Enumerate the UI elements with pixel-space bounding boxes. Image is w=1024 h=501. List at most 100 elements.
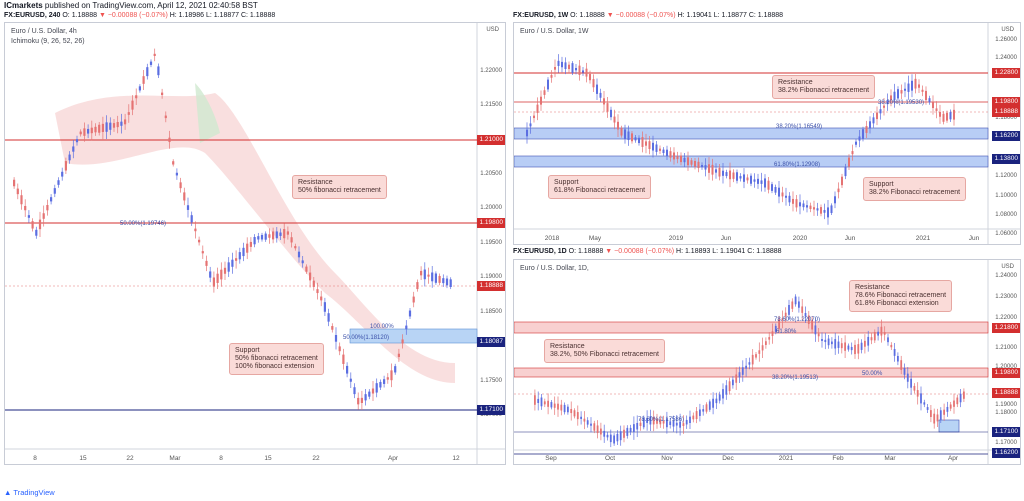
- candle-body: [689, 416, 691, 423]
- candle-body: [702, 409, 705, 412]
- candle-body: [68, 154, 71, 161]
- candle-body: [401, 339, 404, 344]
- candle-body: [764, 178, 766, 188]
- chart-pane-4h[interactable]: Euro / U.S. Dollar, 4h Ichimoku (9, 26, …: [4, 22, 506, 465]
- candle-body: [87, 128, 90, 134]
- candle-body: [855, 141, 857, 145]
- candle-body: [583, 418, 586, 422]
- y-tick: 1.17500: [480, 378, 502, 384]
- x-tick: 12: [452, 455, 460, 462]
- y-tick: 1.19000: [480, 274, 502, 280]
- candle-body: [390, 370, 393, 381]
- candle-body: [834, 196, 836, 204]
- candle-body: [606, 103, 609, 112]
- candle-body: [781, 192, 784, 197]
- candle-body: [357, 397, 360, 405]
- candle-body: [416, 282, 419, 290]
- candle-body: [272, 231, 275, 240]
- candle-body: [616, 433, 619, 442]
- tradingview-logo-text: TradingView: [13, 488, 55, 497]
- x-tick: May: [588, 235, 602, 242]
- candle-body: [540, 397, 543, 407]
- price-label-resistance-1.198: 1.19800: [477, 218, 505, 228]
- candle-body: [394, 366, 397, 373]
- chart-canvas-1d[interactable]: [514, 260, 1020, 464]
- candle-body: [575, 67, 577, 71]
- candle-body: [757, 178, 759, 184]
- candle-body: [804, 313, 807, 317]
- candle-body: [371, 388, 375, 394]
- annotation-line: Support: [235, 347, 260, 354]
- candle-body: [850, 346, 853, 351]
- chart-canvas-4h[interactable]: [5, 23, 505, 464]
- chart-canvas-1w[interactable]: [514, 23, 1020, 244]
- chart-pane-1w[interactable]: Euro / U.S. Dollar, 1W USD 1.26000 1.240…: [513, 22, 1021, 245]
- candle-body: [603, 98, 605, 105]
- candle-body: [728, 381, 731, 392]
- candle-body: [907, 83, 910, 92]
- candle-body: [172, 161, 175, 165]
- candle-body: [785, 195, 787, 198]
- left-close: C: 1.18888: [240, 12, 276, 19]
- annotation-line: Resistance: [298, 179, 333, 186]
- fib-label: 100.00%: [370, 324, 394, 330]
- candle-body: [53, 188, 56, 194]
- candle-body: [613, 116, 616, 123]
- candle-body: [682, 423, 685, 426]
- candle-body: [550, 402, 553, 408]
- candle-body: [847, 345, 850, 350]
- candle-body: [807, 315, 810, 325]
- candle-body: [589, 74, 591, 81]
- candle-body: [649, 416, 652, 425]
- publisher-name: ICmarkets: [4, 1, 43, 10]
- candle-body: [923, 402, 926, 405]
- weekly-symbol: FX:EURUSD, 1W: [513, 12, 569, 19]
- candle-body: [715, 398, 718, 404]
- candle-body: [368, 391, 371, 397]
- candle-body: [956, 397, 959, 405]
- candle-body: [227, 262, 230, 272]
- candle-body: [791, 301, 794, 309]
- candle-body: [242, 247, 245, 257]
- y-tick: 1.18000: [995, 115, 1017, 121]
- candle-body: [685, 419, 688, 425]
- candle-body: [642, 417, 645, 428]
- candle-body: [375, 383, 378, 393]
- candle-body: [662, 420, 665, 424]
- candle-body: [342, 354, 345, 364]
- candle-body: [869, 121, 871, 129]
- candle-body: [405, 325, 408, 330]
- x-tick: Jun: [720, 235, 732, 242]
- fib-label: 78.60%(1.17586): [638, 417, 685, 423]
- candle-body: [220, 269, 223, 280]
- candle-body: [561, 61, 563, 68]
- support-zone: [514, 155, 989, 168]
- candle-body: [867, 336, 870, 346]
- candle-body: [309, 272, 312, 281]
- candle-body: [606, 434, 609, 438]
- price-label-resistance-1.198: 1.19800: [992, 368, 1020, 378]
- candle-body: [841, 176, 843, 186]
- tradingview-logo[interactable]: ▲ TradingView: [4, 488, 55, 497]
- candle-body: [268, 234, 271, 238]
- chart-pane-1d[interactable]: Euro / U.S. Dollar, 1D, USD 1.24000 1.23…: [513, 259, 1021, 465]
- candle-body: [887, 337, 889, 343]
- candle-body: [599, 92, 602, 98]
- candle-body: [79, 131, 82, 135]
- candle-body: [24, 205, 27, 211]
- candle-body: [926, 407, 929, 410]
- candle-body: [865, 126, 868, 133]
- daily-low: L: 1.19041: [712, 248, 746, 255]
- candle-body: [768, 337, 771, 340]
- candle-body: [264, 233, 267, 240]
- candle-body: [879, 109, 882, 114]
- daily-close: C: 1.18888: [747, 248, 782, 255]
- candle-body: [257, 236, 260, 240]
- candle-body: [533, 115, 535, 119]
- x-tick: Mar: [169, 455, 181, 462]
- candle-body: [260, 234, 264, 240]
- candle-body: [765, 341, 767, 345]
- candle-body: [578, 65, 581, 75]
- y-tick: 1.08000: [995, 212, 1017, 218]
- y-tick: 1.18500: [480, 309, 502, 315]
